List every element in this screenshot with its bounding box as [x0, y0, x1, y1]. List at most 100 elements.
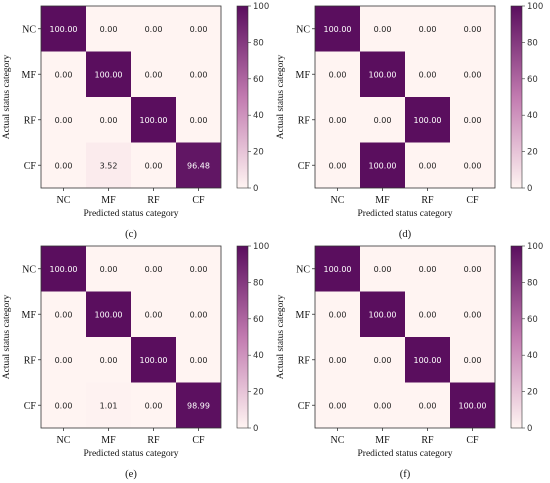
cell-value-label: 0.00 — [55, 161, 73, 170]
x-tick-label: MF — [375, 195, 390, 206]
x-tick-label: CF — [192, 435, 205, 446]
cell-value-label: 0.00 — [55, 310, 73, 319]
heatmap-frame — [314, 245, 496, 429]
colorbar-tick-label: 40 — [253, 351, 264, 361]
heatmap-cell — [41, 337, 86, 383]
heatmap-cell — [360, 291, 405, 337]
cell-value-label: 3.52 — [100, 161, 118, 170]
heatmap-cell — [315, 291, 360, 337]
cell-value-label: 0.00 — [190, 265, 208, 274]
cell-value-label: 0.00 — [464, 161, 482, 170]
cell-value-label: 0.00 — [100, 265, 118, 274]
heatmap-cell — [176, 246, 221, 292]
x-axis-title: Predicted status category — [84, 209, 179, 219]
cell-value-label: 0.00 — [464, 116, 482, 125]
cell-value-label: 0.00 — [419, 401, 437, 410]
y-tick-label: CF — [298, 401, 311, 412]
cell-value-label: 0.00 — [100, 25, 118, 34]
y-tick-label: MF — [22, 70, 37, 81]
heatmap-cell — [131, 246, 176, 292]
cell-value-label: 0.00 — [55, 116, 73, 125]
heatmap-cell — [176, 337, 221, 383]
heatmap-cell — [131, 142, 176, 188]
heatmap-cell — [131, 291, 176, 337]
heatmap-cell — [131, 382, 176, 428]
heatmap-cell — [41, 291, 86, 337]
heatmap-cell — [131, 51, 176, 97]
x-tick-label: CF — [466, 435, 479, 446]
colorbar-tick-label: 0 — [253, 424, 258, 434]
colorbar-tick-label: 0 — [253, 184, 258, 194]
cell-value-label: 0.00 — [329, 116, 347, 125]
heatmap-cell — [86, 6, 131, 52]
colorbar-tick-label: 0 — [527, 424, 532, 434]
colorbar-tick-label: 100 — [527, 2, 543, 12]
cell-value-label: 96.48 — [187, 161, 210, 170]
cell-value-label: 100.00 — [324, 265, 352, 274]
cell-value-label: 0.00 — [464, 310, 482, 319]
heatmap-frame — [40, 5, 222, 189]
heatmap-cell — [315, 51, 360, 97]
x-axis-title: Predicted status category — [84, 449, 179, 459]
heatmap-cell — [360, 97, 405, 143]
cell-value-label: 100.00 — [140, 356, 168, 365]
cell-value-label: 100.00 — [369, 70, 397, 79]
colorbar-tick-label: 60 — [253, 315, 264, 325]
heatmap-cell — [360, 337, 405, 383]
cell-value-label: 100.00 — [414, 116, 442, 125]
heatmap-cell — [41, 382, 86, 428]
x-tick-label: NC — [57, 435, 71, 446]
cell-value-label: 0.00 — [100, 116, 118, 125]
cell-value-label: 0.00 — [329, 161, 347, 170]
x-tick-label: NC — [57, 195, 71, 206]
heatmap-cell — [405, 246, 450, 292]
panel-c: 100.00 0.00 0.00 0.00 0.00 100.00 0.00 0.00 0.00… — [2, 2, 269, 240]
cell-value-label: 100.00 — [95, 310, 123, 319]
x-tick-label: MF — [375, 435, 390, 446]
cell-value-label: 98.99 — [187, 401, 210, 410]
cell-value-label: 0.00 — [55, 401, 73, 410]
heatmap-cell — [360, 51, 405, 97]
cell-value-label: 0.00 — [100, 356, 118, 365]
cell-value-label: 0.00 — [464, 356, 482, 365]
heatmap-cell — [315, 246, 360, 292]
colorbar-tick-label: 100 — [527, 242, 543, 252]
cell-value-label: 0.00 — [55, 356, 73, 365]
y-tick-label: RF — [24, 115, 37, 126]
heatmap-cell — [86, 291, 131, 337]
colorbar-tick-label: 0 — [527, 184, 532, 194]
cell-value-label: 0.00 — [419, 265, 437, 274]
x-tick-label: NC — [331, 435, 345, 446]
heatmap-cell — [86, 382, 131, 428]
y-tick-label: CF — [298, 161, 311, 172]
heatmap-cell — [450, 337, 495, 383]
panel-caption: (c) — [125, 229, 137, 240]
y-tick-label: NC — [22, 24, 36, 35]
colorbar-tick-label: 20 — [253, 148, 264, 158]
heatmap-cell — [41, 142, 86, 188]
panel-f: 100.00 0.00 0.00 0.00 0.00 100.00 0.00 0.00 0.00… — [276, 242, 543, 480]
y-tick-label: MF — [296, 310, 311, 321]
heatmap-cell — [450, 6, 495, 52]
heatmap-cell — [86, 337, 131, 383]
y-tick-label: CF — [24, 161, 37, 172]
cell-value-label: 100.00 — [140, 116, 168, 125]
heatmap-cell — [405, 382, 450, 428]
panel-caption: (e) — [125, 469, 137, 480]
x-tick-label: MF — [101, 435, 116, 446]
y-axis-title: Actual status category — [2, 55, 12, 140]
heatmap-cell — [86, 246, 131, 292]
heatmap-cell — [176, 6, 221, 52]
cell-value-label: 0.00 — [145, 161, 163, 170]
heatmap-cell — [131, 97, 176, 143]
colorbar-tick-label: 40 — [527, 351, 538, 361]
cell-value-label: 100.00 — [324, 25, 352, 34]
heatmap-cell — [315, 142, 360, 188]
heatmap-frame — [40, 245, 222, 429]
x-tick-label: RF — [421, 195, 434, 206]
cell-value-label: 0.00 — [419, 161, 437, 170]
heatmap-cell — [315, 337, 360, 383]
heatmap-cell — [41, 6, 86, 52]
colorbar — [510, 5, 523, 189]
